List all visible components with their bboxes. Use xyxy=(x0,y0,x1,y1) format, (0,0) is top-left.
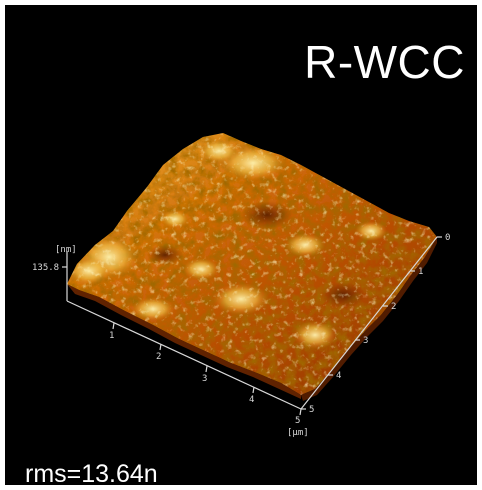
x-tick-label-4: 4 xyxy=(249,395,254,405)
y-tick-label-1: 1 xyxy=(418,267,423,277)
afm-3d-surface-plot: [nm] 135.8 1 2 3 4 5 [μm] 0 1 2 3 4 5 xyxy=(32,133,450,438)
x-tick xyxy=(205,365,208,373)
z-max-label: 135.8 xyxy=(32,263,59,273)
x-tick xyxy=(112,322,115,330)
z-unit-label: [nm] xyxy=(55,245,77,255)
x-tick-label-2: 2 xyxy=(156,352,161,362)
y-axis-line xyxy=(300,236,438,410)
x-tick-label-1: 1 xyxy=(109,331,114,341)
y-tick-label-2: 2 xyxy=(391,302,396,312)
axis-labels: [nm] 135.8 1 2 3 4 5 [μm] 0 1 2 3 4 5 xyxy=(32,233,450,438)
y-tick-label-4: 4 xyxy=(336,371,341,381)
x-axis-line xyxy=(66,300,302,410)
x-tick-label-5: 5 xyxy=(295,416,300,426)
xy-unit-label: [μm] xyxy=(287,428,309,438)
y-tick-label-0: 0 xyxy=(445,233,450,243)
x-tick-label-3: 3 xyxy=(202,374,207,384)
y-tick-label-3: 3 xyxy=(363,336,368,346)
rms-roughness-label: rms=13.64n xyxy=(25,460,158,486)
afm-image-frame: [nm] 135.8 1 2 3 4 5 [μm] 0 1 2 3 4 5 R-… xyxy=(5,5,477,485)
y-tick-label-5: 5 xyxy=(309,405,314,415)
plot-axes xyxy=(62,236,442,416)
x-tick xyxy=(252,386,255,394)
x-tick xyxy=(299,408,302,416)
surface-topography xyxy=(67,133,437,401)
x-tick xyxy=(159,343,162,351)
sample-label: R-WCC xyxy=(304,36,465,88)
